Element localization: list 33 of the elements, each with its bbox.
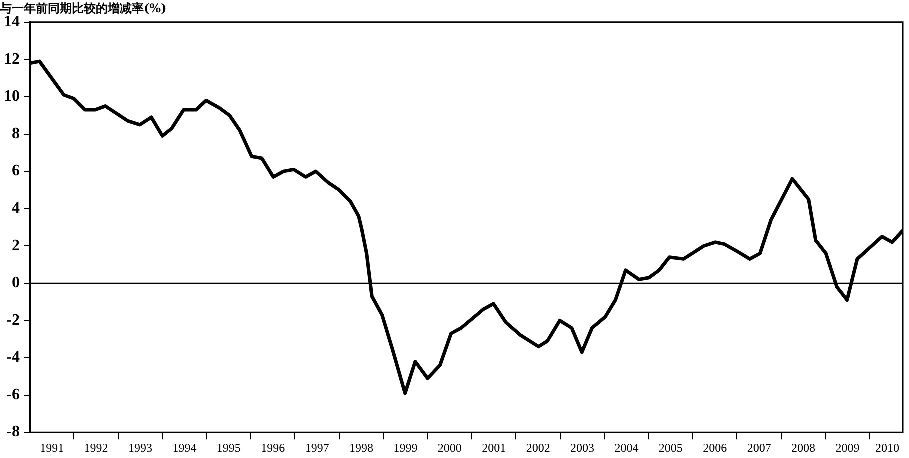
y-tick-label: 4 — [12, 200, 20, 217]
chart-title: 与一年前同期比较的增减率(%) — [0, 1, 167, 16]
x-tick-label: 1992 — [84, 440, 108, 455]
x-tick-label: 1994 — [172, 440, 197, 455]
x-tick-label: 2004 — [614, 440, 639, 455]
y-tick-label: 0 — [12, 274, 20, 292]
x-tick-label: 1997 — [305, 440, 330, 455]
y-tick-label: -6 — [6, 386, 20, 404]
x-tick-label: 2000 — [438, 440, 462, 455]
x-tick-label: 2009 — [836, 440, 860, 455]
y-tick-label: -2 — [6, 312, 20, 329]
x-tick-label: 2001 — [482, 440, 506, 455]
y-tick-label: -8 — [6, 424, 20, 441]
y-tick-label: -4 — [6, 349, 20, 366]
y-tick-label: 14 — [4, 14, 20, 31]
x-tick-label: 2010 — [876, 440, 900, 455]
x-tick-label: 1996 — [261, 440, 286, 455]
y-tick-label: 8 — [12, 125, 20, 142]
x-tick-label: 2007 — [747, 440, 772, 455]
x-tick-label: 1995 — [216, 440, 241, 455]
x-tick-label: 1991 — [40, 440, 64, 455]
x-tick-label: 2003 — [570, 440, 595, 455]
x-tick-label: 2002 — [526, 440, 550, 455]
x-tick-label: 2008 — [792, 440, 816, 455]
x-tick-label: 1993 — [128, 440, 153, 455]
y-tick-label: 12 — [4, 50, 20, 68]
x-tick-label: 1998 — [350, 440, 374, 455]
y-tick-label: 6 — [12, 162, 20, 180]
x-tick-label: 1999 — [394, 440, 418, 455]
y-tick-label: 10 — [4, 88, 20, 106]
y-tick-label: 2 — [12, 237, 20, 254]
x-tick-label: 2006 — [703, 440, 728, 455]
x-tick-label: 2005 — [658, 440, 683, 455]
